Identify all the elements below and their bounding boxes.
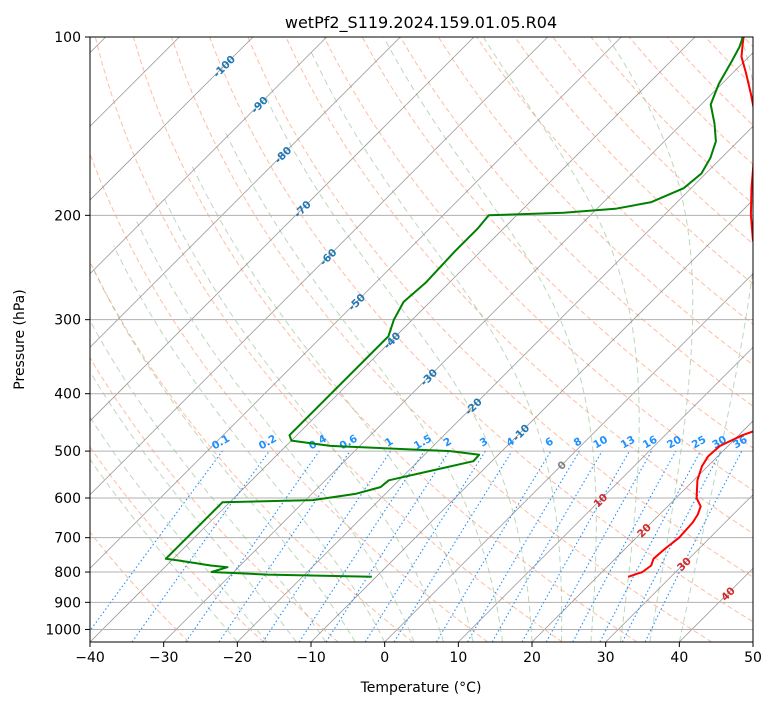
- mixing-ratio-line: [90, 450, 223, 632]
- temperature-profile: [627, 37, 753, 578]
- mixing-ratio-line: [572, 450, 677, 642]
- dry-adiabat: [285, 37, 753, 535]
- data-series: [164, 37, 753, 578]
- dry-adiabat: [90, 446, 264, 642]
- plot-background: [90, 37, 753, 642]
- dry-adiabat: [399, 37, 753, 407]
- moist-adiabat: [191, 165, 474, 642]
- dry-adiabat: [90, 356, 339, 642]
- moist-adiabat: [90, 319, 327, 642]
- x-tick-label: −20: [223, 650, 253, 666]
- x-tick-label: 30: [597, 650, 615, 666]
- plot-frame: [89, 36, 754, 643]
- moist-adiabat: [482, 37, 640, 642]
- x-tick-label: −30: [149, 650, 179, 666]
- isotherm-line: [384, 273, 753, 642]
- mixing-ratio-line: [298, 450, 425, 642]
- dry-adiabat: [514, 37, 753, 285]
- mixing-ratio-line: [521, 450, 630, 642]
- moist-adiabat: [136, 221, 415, 642]
- background-lines: [90, 37, 753, 642]
- y-tick-label: 400: [54, 387, 81, 403]
- dry-adiabat: [90, 531, 190, 642]
- y-tick-label: 500: [54, 444, 81, 460]
- mixing-ratio-line: [218, 450, 351, 642]
- x-tick-label: −10: [296, 650, 326, 666]
- mixing-ratio-line: [545, 450, 653, 642]
- y-tick-label: 800: [54, 565, 81, 581]
- moist-adiabat: [309, 49, 563, 642]
- mixing-ratio-line: [644, 450, 743, 642]
- moist-adiabat: [678, 37, 753, 642]
- isotherm-line: [90, 37, 401, 348]
- isotherm-line: [458, 346, 753, 642]
- isotherm-line: [90, 37, 622, 569]
- dry-adiabat: [361, 37, 753, 449]
- dewpoint-profile: [164, 37, 744, 578]
- isotherm-line: [752, 641, 753, 642]
- dry-adiabat: [171, 37, 712, 642]
- x-axis-label: Temperature (°C): [360, 680, 482, 696]
- moist-adiabat: [607, 37, 694, 642]
- isotherm-line: [163, 52, 753, 642]
- moist-adiabat: [383, 37, 597, 642]
- x-tick-label: 0: [380, 650, 389, 666]
- isotherm-line: [90, 37, 696, 642]
- y-axis-label: Pressure (hPa): [12, 289, 28, 389]
- mixing-ratio-line: [325, 450, 450, 642]
- x-tick-label: 50: [744, 650, 762, 666]
- isotherm-line: [90, 37, 327, 275]
- moist-adiabat: [264, 94, 533, 642]
- chart-title: wetPf2_S119.2024.159.01.05.R04: [285, 13, 557, 33]
- isotherm-line: [90, 37, 548, 496]
- dry-adiabat: [323, 37, 753, 491]
- dry-adiabat: [132, 37, 638, 642]
- y-tick-label: 1000: [45, 622, 81, 638]
- isotherm-line: [90, 37, 254, 201]
- isotherm-line: [310, 199, 753, 642]
- moist-adiabat: [162, 195, 445, 642]
- moist-adiabat: [113, 245, 386, 642]
- axes: −40 −30 −20 −10 0 10 20 30 40 50 100 200 300 400 500 60…: [45, 30, 762, 666]
- x-tick-label: 10: [449, 650, 467, 666]
- y-tick-label: 700: [54, 531, 81, 547]
- moist-adiabat: [90, 416, 268, 642]
- y-tick-label: 900: [54, 595, 81, 611]
- dry-adiabat: [247, 37, 753, 578]
- y-tick-label: 300: [54, 313, 81, 329]
- dry-adiabat: [90, 152, 488, 642]
- dry-adiabat: [94, 37, 563, 642]
- x-tick-label: 20: [523, 650, 541, 666]
- x-tick-label: 40: [670, 650, 688, 666]
- moist-adiabat: [90, 458, 238, 642]
- isotherm-line: [531, 420, 753, 642]
- isotherm-line: [605, 494, 753, 642]
- mixing-ratio-line: [185, 450, 320, 642]
- isotherm-line: [237, 125, 753, 642]
- y-tick-label: 200: [54, 208, 81, 224]
- mixing-ratio-line: [262, 450, 392, 642]
- mixing-ratio-line: [393, 450, 513, 642]
- dry-adiabat: [209, 37, 753, 623]
- x-tick-label: −40: [75, 650, 105, 666]
- dry-adiabat: [437, 37, 753, 366]
- mixing-ratio-line: [131, 450, 270, 642]
- y-tick-label: 100: [54, 30, 81, 46]
- y-tick-label: 600: [54, 491, 81, 507]
- moist-adiabat: [92, 267, 356, 642]
- isotherm-line: [90, 37, 475, 422]
